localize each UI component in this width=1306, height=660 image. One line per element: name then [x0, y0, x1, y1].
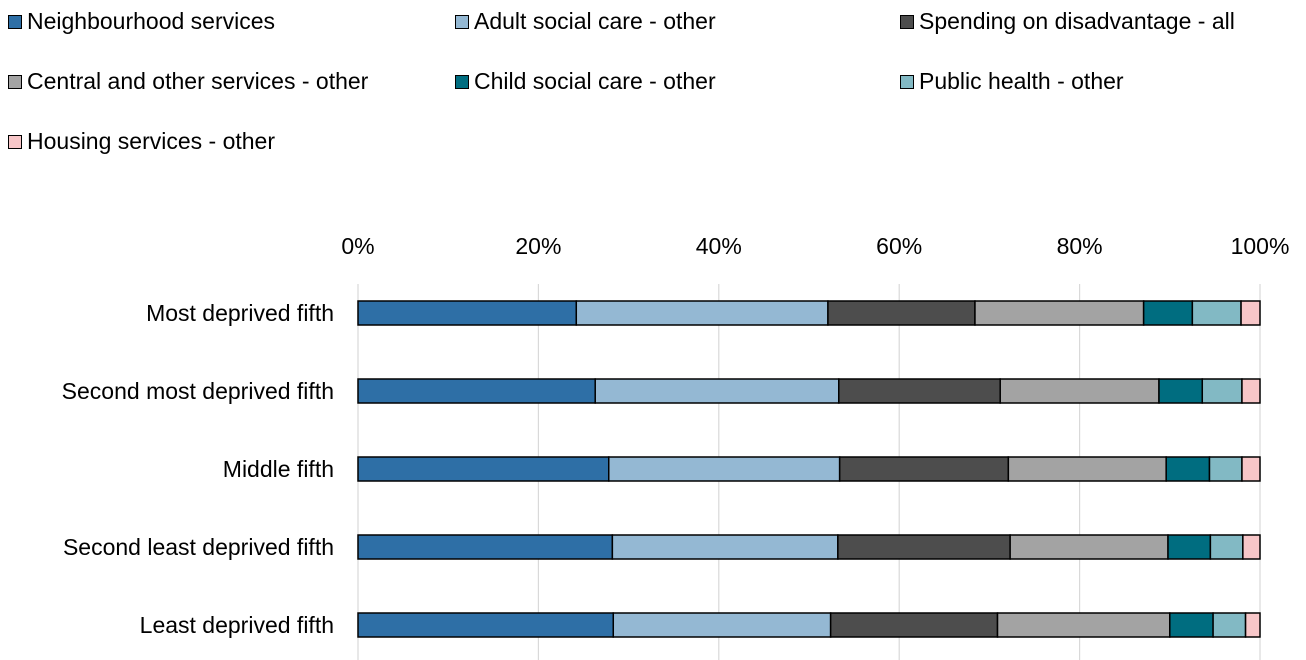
- bar-segment-spending-on-disadvantage-all: [827, 300, 976, 326]
- legend-label: Public health - other: [919, 68, 1124, 94]
- bar-segment-public-health-other: [1212, 612, 1247, 638]
- bar-segment-child-social-care-other: [1169, 612, 1214, 638]
- bar-segment-adult-social-care-other: [608, 456, 841, 482]
- bar-segment-public-health-other: [1208, 456, 1243, 482]
- bar-segment-central-and-other-services-other: [974, 300, 1145, 326]
- x-tick-label: 40%: [696, 233, 742, 259]
- bar-segment-adult-social-care-other: [611, 534, 839, 560]
- bar-segment-spending-on-disadvantage-all: [829, 612, 999, 638]
- legend-label: Spending on disadvantage - all: [919, 8, 1235, 34]
- bar-segment-child-social-care-other: [1167, 534, 1212, 560]
- legend-swatch: [455, 74, 469, 89]
- x-tick-label: 80%: [1057, 233, 1103, 259]
- legend-label: Neighbourhood services: [27, 8, 276, 34]
- bar-segment-adult-social-care-other: [612, 612, 832, 638]
- legend-label: Child social care - other: [474, 68, 716, 94]
- bar-segment-neighbourhood-services: [357, 534, 614, 560]
- bar-segment-spending-on-disadvantage-all: [837, 534, 1011, 560]
- legend-swatch: [900, 74, 914, 89]
- bar-segment-child-social-care-other: [1165, 456, 1211, 482]
- bar-segment-housing-services-other: [1242, 534, 1261, 560]
- legend-item-spending-on-disadvantage-all: Spending on disadvantage - all: [900, 8, 1235, 35]
- bar-segment-central-and-other-services-other: [1007, 456, 1167, 482]
- legend-item-adult-social-care-other: Adult social care - other: [455, 8, 716, 35]
- legend-label: Adult social care - other: [474, 8, 716, 34]
- legend-swatch: [8, 74, 22, 89]
- legend-item-central-and-other-services-other: Central and other services - other: [8, 68, 368, 95]
- bar-segment-housing-services-other: [1240, 300, 1261, 326]
- category-label: Middle fifth: [223, 456, 334, 482]
- x-tick-label: 60%: [876, 233, 922, 259]
- bar-segment-housing-services-other: [1241, 378, 1261, 404]
- x-tick-label: 20%: [515, 233, 561, 259]
- category-label: Second least deprived fifth: [63, 534, 334, 560]
- bar-segment-central-and-other-services-other: [996, 612, 1171, 638]
- bar-segment-neighbourhood-services: [357, 378, 596, 404]
- legend-label: Central and other services - other: [27, 68, 369, 94]
- bar-segment-neighbourhood-services: [357, 300, 578, 326]
- bar-segment-spending-on-disadvantage-all: [838, 456, 1010, 482]
- x-tick-label: 0%: [341, 233, 374, 259]
- bar-segment-adult-social-care-other: [594, 378, 840, 404]
- legend-item-public-health-other: Public health - other: [900, 68, 1124, 95]
- bar-segment-child-social-care-other: [1142, 300, 1194, 326]
- legend-swatch: [900, 14, 914, 29]
- legend-swatch: [8, 134, 22, 149]
- bar-segment-central-and-other-services-other: [999, 378, 1160, 404]
- bar-segment-public-health-other: [1191, 300, 1242, 326]
- legend-item-child-social-care-other: Child social care - other: [455, 68, 716, 95]
- bar-segment-housing-services-other: [1244, 612, 1261, 638]
- bar-segment-public-health-other: [1209, 534, 1244, 560]
- category-label: Most deprived fifth: [146, 300, 334, 326]
- bar-segment-public-health-other: [1201, 378, 1243, 404]
- legend-item-neighbourhood-services: Neighbourhood services: [8, 8, 275, 35]
- legend-swatch: [8, 14, 22, 29]
- legend: Neighbourhood services Adult social care …: [0, 0, 1306, 190]
- legend-swatch: [455, 14, 469, 29]
- bar-segment-spending-on-disadvantage-all: [838, 378, 1001, 404]
- legend-item-housing-services-other: Housing services - other: [8, 128, 275, 155]
- bar-segment-child-social-care-other: [1158, 378, 1204, 404]
- x-tick-label: 100%: [1231, 233, 1290, 259]
- bar-segment-central-and-other-services-other: [1009, 534, 1169, 560]
- category-label: Second most deprived fifth: [62, 378, 334, 404]
- bar-segment-housing-services-other: [1241, 456, 1261, 482]
- bar-segment-adult-social-care-other: [575, 300, 829, 326]
- category-label: Least deprived fifth: [140, 612, 334, 638]
- bar-segment-neighbourhood-services: [357, 612, 615, 638]
- legend-label: Housing services - other: [27, 128, 275, 154]
- bar-segment-neighbourhood-services: [357, 456, 610, 482]
